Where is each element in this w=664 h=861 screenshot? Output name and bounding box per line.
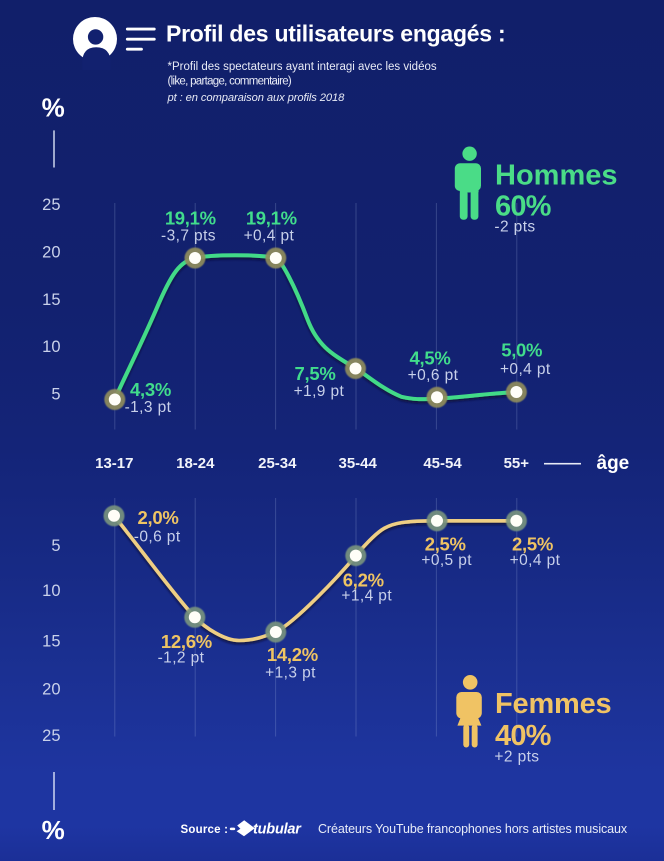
svg-text:5: 5 bbox=[51, 537, 60, 555]
svg-text:2,5%: 2,5% bbox=[425, 533, 466, 554]
svg-text:tubular: tubular bbox=[253, 821, 302, 837]
svg-text:4,3%: 4,3% bbox=[130, 379, 171, 400]
svg-text:25: 25 bbox=[42, 727, 60, 745]
svg-text:+1,4 pt: +1,4 pt bbox=[341, 587, 392, 604]
svg-text:+0,6 pt: +0,6 pt bbox=[408, 367, 459, 384]
svg-text:15: 15 bbox=[42, 632, 60, 650]
svg-text:15: 15 bbox=[42, 291, 60, 309]
svg-text:4,5%: 4,5% bbox=[410, 347, 451, 368]
svg-text:+0,4 pt: +0,4 pt bbox=[244, 228, 295, 245]
svg-text:-1,3 pt: -1,3 pt bbox=[125, 399, 172, 416]
svg-text:+0,4 pt: +0,4 pt bbox=[510, 552, 561, 569]
svg-text:45-54: 45-54 bbox=[423, 455, 462, 472]
svg-text:10: 10 bbox=[42, 582, 60, 600]
svg-text:+0,5 pt: +0,5 pt bbox=[421, 552, 472, 569]
svg-text:pt : en comparaison aux profil: pt : en comparaison aux profils 2018 bbox=[167, 92, 346, 104]
svg-text:Source :: Source : bbox=[181, 824, 229, 836]
svg-text:+2 pts: +2 pts bbox=[494, 748, 539, 765]
svg-text:âge: âge bbox=[597, 453, 630, 474]
svg-text:19,1%: 19,1% bbox=[246, 207, 297, 228]
svg-text:55+: 55+ bbox=[504, 455, 530, 472]
svg-text:%: % bbox=[42, 815, 65, 845]
svg-text:Femmes: Femmes bbox=[495, 688, 611, 720]
svg-text:+0,4 pt: +0,4 pt bbox=[500, 361, 551, 378]
svg-text:14,2%: 14,2% bbox=[267, 644, 318, 665]
svg-text:35-44: 35-44 bbox=[339, 455, 378, 472]
svg-text:+1,3 pt: +1,3 pt bbox=[265, 664, 316, 681]
svg-text:40%: 40% bbox=[495, 720, 552, 752]
svg-text:-3,7 pts: -3,7 pts bbox=[161, 228, 216, 245]
svg-text:Profil des utilisateurs engagé: Profil des utilisateurs engagés : bbox=[166, 21, 505, 47]
svg-text:25-34: 25-34 bbox=[258, 455, 297, 472]
svg-text:-1,2 pt: -1,2 pt bbox=[158, 649, 205, 666]
svg-text:5: 5 bbox=[51, 386, 60, 404]
svg-text:60%: 60% bbox=[495, 191, 552, 223]
svg-text:7,5%: 7,5% bbox=[295, 363, 336, 384]
svg-text:%: % bbox=[42, 93, 65, 123]
svg-text:Créateurs YouTube francophones: Créateurs YouTube francophones hors arti… bbox=[318, 822, 628, 836]
svg-text:19,1%: 19,1% bbox=[165, 207, 216, 228]
svg-text:10: 10 bbox=[42, 338, 60, 356]
svg-text:20: 20 bbox=[42, 680, 60, 698]
svg-text:2,0%: 2,0% bbox=[138, 507, 179, 528]
svg-text:20: 20 bbox=[42, 244, 60, 262]
svg-text:-0,6 pt: -0,6 pt bbox=[134, 528, 181, 545]
svg-text:Hommes: Hommes bbox=[495, 160, 618, 192]
svg-text:(like, partage, commentaire): (like, partage, commentaire) bbox=[168, 76, 292, 88]
svg-text:6,2%: 6,2% bbox=[343, 569, 384, 590]
svg-text:+1,9 pt: +1,9 pt bbox=[294, 383, 345, 400]
svg-text:-2 pts: -2 pts bbox=[494, 219, 535, 236]
svg-text:13-17: 13-17 bbox=[95, 455, 133, 472]
svg-text:2,5%: 2,5% bbox=[512, 533, 553, 554]
svg-text:*Profil des spectateurs ayant: *Profil des spectateurs ayant interagi a… bbox=[168, 61, 437, 73]
svg-text:25: 25 bbox=[42, 196, 60, 214]
svg-text:18-24: 18-24 bbox=[176, 455, 215, 472]
svg-text:5,0%: 5,0% bbox=[501, 340, 542, 361]
svg-text:12,6%: 12,6% bbox=[161, 631, 212, 652]
